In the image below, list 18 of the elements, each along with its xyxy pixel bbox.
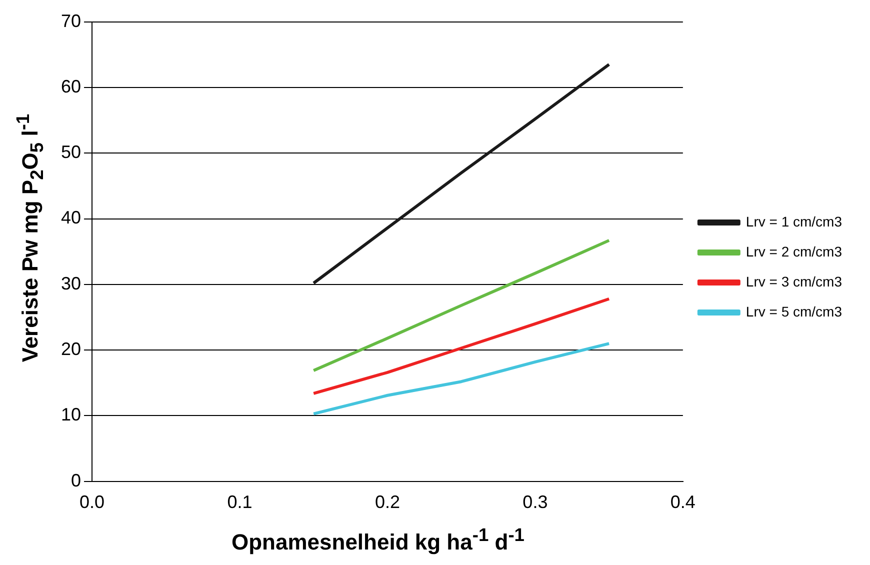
x-tick-label: 0.0	[80, 492, 105, 512]
y-tick-label: 30	[60, 273, 82, 294]
x-tick-label: 0.4	[670, 492, 696, 512]
x-tick-label: 0.2	[374, 492, 400, 512]
x-tick-label: 0.3	[522, 492, 548, 512]
y-tick-label: 10	[60, 404, 82, 425]
legend-label: Lrv = 1 cm/cm3	[746, 213, 842, 230]
legend-label: Lrv = 5 cm/cm3	[746, 303, 842, 320]
y-tick-label: 50	[60, 142, 82, 162]
y-tick-label: 70	[60, 10, 82, 31]
y-tick-label: 60	[60, 76, 82, 96]
y-tick-label: 0	[71, 470, 82, 490]
legend-label: Lrv = 2 cm/cm3	[746, 243, 842, 260]
y-tick-label: 40	[60, 208, 82, 228]
legend-label: Lrv = 3 cm/cm3	[746, 273, 842, 290]
x-axis-title: Opnamesnelheid kg ha$^{-1}$ d$^{-1}$	[230, 524, 526, 555]
y-tick-label: 20	[60, 339, 82, 360]
x-tick-label: 0.1	[227, 492, 252, 512]
